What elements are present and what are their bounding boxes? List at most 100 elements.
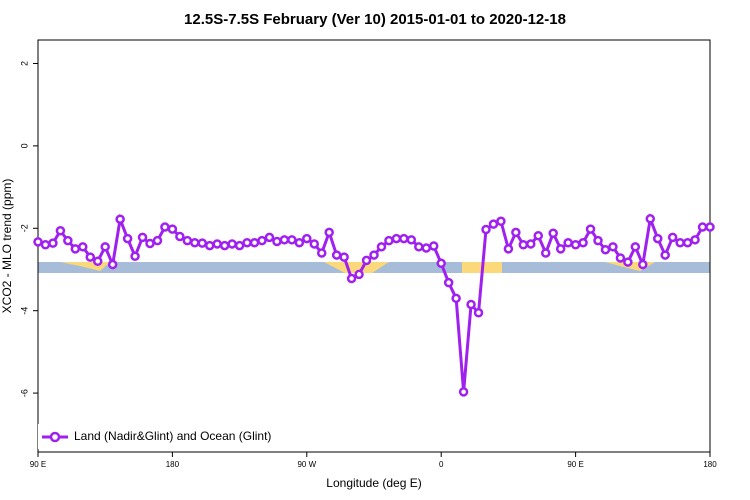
data-point — [399, 233, 409, 244]
data-point — [48, 238, 58, 248]
data-point — [137, 232, 148, 243]
data-point — [428, 241, 439, 251]
data-point — [533, 230, 544, 241]
y-tick-label: 2 — [19, 61, 29, 66]
x-tick-label: 90 E — [567, 460, 583, 469]
data-point — [585, 224, 596, 234]
data-point — [384, 235, 394, 246]
data-point — [645, 214, 656, 224]
data-point — [294, 237, 305, 248]
data-point — [391, 233, 402, 244]
data-point — [608, 242, 618, 252]
data-point — [563, 237, 573, 248]
data-point — [511, 227, 521, 238]
data-point — [488, 219, 499, 229]
data-point — [593, 235, 603, 246]
data-point — [600, 244, 611, 255]
data-point — [339, 252, 349, 262]
data-point — [473, 307, 484, 318]
data-point — [638, 259, 648, 270]
data-point — [466, 299, 476, 310]
data-point — [652, 233, 663, 244]
data-point — [503, 244, 514, 254]
data-point — [496, 216, 506, 227]
data-point — [630, 242, 641, 252]
data-point — [272, 236, 282, 247]
data-point — [257, 235, 267, 246]
data-point — [346, 273, 357, 284]
data-point — [160, 222, 170, 232]
data-point — [85, 252, 96, 262]
data-point — [242, 237, 252, 248]
x-tick-label: 180 — [166, 460, 180, 469]
data-point — [458, 387, 469, 397]
data-point — [249, 237, 260, 248]
data-point — [33, 237, 43, 247]
data-point — [167, 224, 178, 234]
data-point — [152, 235, 163, 246]
legend-label: Land (Nadir&Glint) and Ocean (Glint) — [74, 429, 271, 443]
legend: Land (Nadir&Glint) and Ocean (Glint) — [38, 424, 288, 449]
land-patch — [324, 262, 389, 273]
data-point — [145, 238, 155, 249]
data-point — [555, 244, 566, 254]
data-point — [279, 235, 290, 245]
data-point — [107, 259, 118, 270]
data-point — [451, 293, 461, 304]
x-axis-label: Longitude (deg E) — [326, 476, 421, 490]
data-point — [705, 222, 715, 232]
x-tick-label: 0 — [439, 460, 444, 469]
data-point — [55, 226, 66, 236]
x-tick-label: 90 E — [30, 460, 46, 469]
data-point — [227, 239, 237, 249]
data-point — [414, 242, 424, 252]
y-tick-label: 0 — [19, 143, 29, 148]
surface-band — [38, 262, 710, 273]
data-point — [331, 250, 342, 260]
data-point — [518, 240, 529, 250]
legend-box — [38, 424, 288, 449]
data-point — [436, 258, 446, 269]
data-point — [526, 239, 536, 249]
data-point — [682, 237, 693, 248]
data-point — [302, 233, 312, 244]
data-point — [212, 239, 222, 249]
data-point — [548, 228, 558, 238]
data-point — [570, 240, 581, 250]
data-point — [264, 232, 275, 243]
data-point — [100, 242, 110, 252]
data-point — [316, 248, 327, 258]
data-point — [63, 235, 73, 246]
data-point — [675, 237, 685, 248]
data-point — [667, 232, 678, 243]
data-point — [115, 214, 125, 224]
data-point — [197, 238, 208, 248]
data-point — [309, 239, 320, 249]
data-point — [376, 242, 387, 252]
data-point — [324, 227, 334, 238]
data-point — [190, 237, 200, 248]
data-point — [578, 237, 588, 248]
y-axis-label: XCO2 - MLO trend (ppm) — [0, 179, 14, 314]
data-point — [182, 235, 193, 246]
data-point — [204, 240, 215, 251]
data-point — [287, 235, 297, 245]
data-point — [78, 242, 88, 252]
data-point — [175, 231, 185, 242]
x-tick-label: 90 W — [297, 460, 316, 469]
chart-title: 12.5S-7.5S February (Ver 10) 2015-01-01 … — [184, 11, 566, 28]
data-point — [40, 240, 51, 250]
legend-marker — [49, 431, 61, 443]
data-point — [421, 243, 432, 253]
data-point — [70, 244, 81, 254]
y-tick-label: -2 — [19, 224, 29, 232]
data-point — [369, 250, 379, 260]
data-point — [481, 224, 491, 235]
data-point — [690, 235, 700, 245]
data-point — [92, 256, 103, 266]
data-point — [354, 269, 364, 280]
data-point — [219, 240, 230, 251]
data-point — [361, 255, 372, 266]
